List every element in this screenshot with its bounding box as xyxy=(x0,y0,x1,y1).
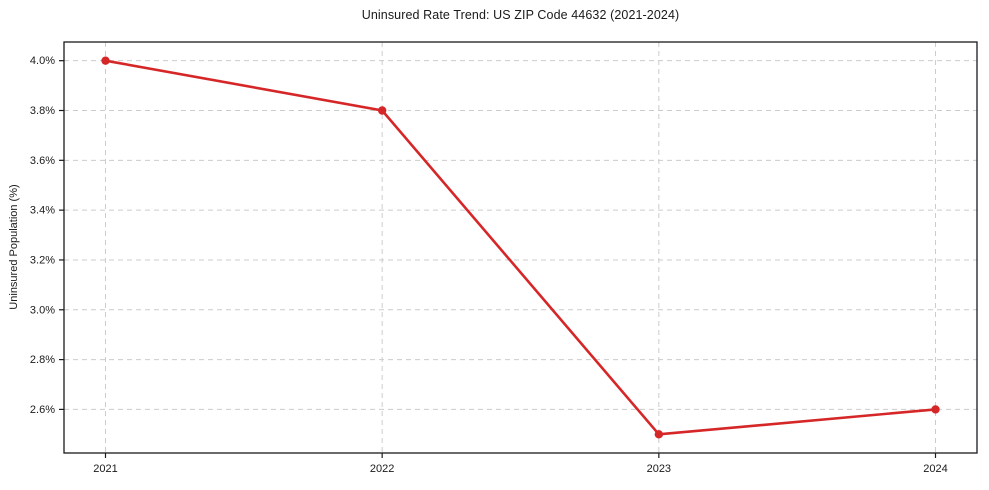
y-tick-label: 2.6% xyxy=(30,404,55,416)
y-tick-label: 3.2% xyxy=(30,254,55,266)
y-tick-label: 3.4% xyxy=(30,205,55,217)
y-tick-label: 3.6% xyxy=(30,155,55,167)
y-tick-label: 3.0% xyxy=(30,304,55,316)
data-point xyxy=(931,405,940,414)
plot-border xyxy=(63,41,978,454)
chart-title: Uninsured Rate Trend: US ZIP Code 44632 … xyxy=(361,8,680,22)
y-tick-label: 2.8% xyxy=(30,354,55,366)
x-tick-label: 2023 xyxy=(647,463,671,475)
y-tick-label: 3.8% xyxy=(30,105,55,117)
x-tick-label: 2021 xyxy=(93,463,117,475)
x-tick-label: 2022 xyxy=(370,463,394,475)
data-point xyxy=(377,106,387,115)
data-point xyxy=(101,56,110,65)
data-line xyxy=(104,59,937,436)
data-point xyxy=(654,430,664,439)
y-tick-label: 4.0% xyxy=(30,55,55,67)
y-axis-label: Uninsured Population (%) xyxy=(8,184,20,310)
x-tick-label: 2024 xyxy=(923,463,947,475)
